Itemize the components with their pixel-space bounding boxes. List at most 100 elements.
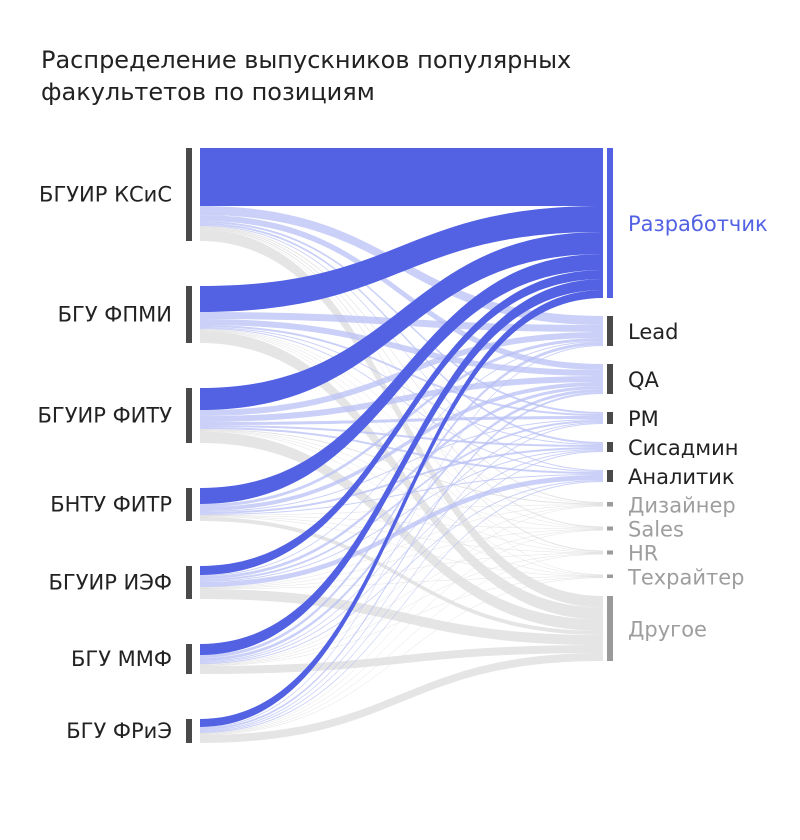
flow-0-to-2 (200, 215, 603, 370)
flow-4-to-10 (200, 589, 603, 645)
flow-4-to-2 (200, 386, 603, 579)
flow-3-to-8 (200, 516, 603, 553)
source-node-5 (186, 644, 192, 674)
target-node-3 (607, 412, 613, 424)
source-label-6: БГУ ФРиЭ (66, 719, 172, 743)
flow-3-to-0 (200, 254, 603, 504)
target-node-8 (607, 550, 613, 555)
source-node-3 (186, 488, 192, 521)
source-label-2: БГУИР ФИТУ (38, 404, 173, 428)
flow-6-to-6 (200, 506, 603, 734)
flow-4-to-7 (200, 529, 603, 588)
target-label-6: Дизайнер (628, 493, 736, 517)
target-label-0: Разработчик (628, 212, 768, 236)
flow-1-to-3 (200, 325, 603, 416)
flow-6-to-9 (200, 577, 603, 735)
target-label-1: Lead (628, 320, 678, 344)
flow-1-to-9 (200, 330, 603, 576)
flow-6-to-8 (200, 554, 603, 735)
flow-3-to-4 (200, 447, 603, 514)
target-label-2: QA (628, 368, 660, 392)
flow-5-to-10 (200, 645, 603, 674)
flow-4-to-0 (200, 270, 603, 575)
flow-6-to-10 (200, 653, 603, 743)
flow-2-to-4 (200, 425, 603, 447)
flow-links (200, 148, 603, 743)
target-label-10: Другое (628, 618, 707, 642)
flow-0-to-4 (200, 223, 603, 444)
source-label-0: БГУИР КСиС (39, 183, 172, 207)
target-label-9: Техрайтер (627, 565, 745, 589)
flow-1-to-8 (200, 330, 603, 552)
source-label-1: БГУ ФПМИ (58, 303, 172, 327)
target-node-7 (607, 526, 613, 531)
flow-5-to-7 (200, 529, 603, 665)
target-label-3: PM (628, 407, 659, 431)
target-node-2 (607, 364, 613, 394)
source-node-2 (186, 388, 192, 443)
flow-5-to-3 (200, 422, 603, 662)
flow-5-to-1 (200, 342, 603, 658)
flow-2-to-0 (200, 232, 603, 410)
target-node-4 (607, 442, 613, 452)
flow-6-to-4 (200, 451, 603, 732)
flow-4-to-4 (200, 449, 603, 582)
source-node-1 (186, 286, 192, 343)
source-node-0 (186, 148, 192, 241)
target-label-5: Аналитик (628, 465, 735, 489)
source-label-4: БГУИР ИЭФ (48, 571, 172, 595)
flow-1-to-0 (200, 206, 603, 312)
flow-6-to-0 (200, 290, 603, 727)
flow-6-to-5 (200, 481, 603, 733)
flow-4-to-8 (200, 553, 603, 589)
source-node-4 (186, 566, 192, 599)
flow-2-to-9 (200, 431, 603, 576)
target-node-1 (607, 316, 613, 346)
target-node-6 (607, 502, 613, 507)
flow-5-to-6 (200, 505, 603, 665)
flow-6-to-2 (200, 392, 603, 730)
target-nodes: Разработчик Lead QA PM Сисадмин Аналитик Дизай… (607, 148, 768, 661)
flow-2-to-5 (200, 427, 603, 474)
flow-6-to-7 (200, 530, 603, 734)
flow-3-to-10 (200, 517, 603, 635)
flow-3-to-5 (200, 474, 603, 515)
flow-4-to-1 (200, 341, 603, 576)
flow-5-to-5 (200, 480, 603, 664)
source-label-5: БГУ ММФ (71, 647, 172, 671)
flow-5-to-8 (200, 553, 603, 666)
flow-2-to-7 (200, 430, 603, 529)
flow-3-to-7 (200, 515, 603, 529)
flow-5-to-4 (200, 450, 603, 663)
target-label-7: Sales (628, 518, 684, 542)
target-node-10 (607, 596, 613, 661)
flow-4-to-9 (200, 576, 603, 589)
flow-5-to-2 (200, 389, 603, 661)
flow-4-to-5 (200, 475, 603, 587)
flow-6-to-1 (200, 345, 603, 728)
target-node-0 (607, 148, 613, 298)
flow-1-to-2 (200, 319, 603, 376)
flow-2-to-8 (200, 430, 603, 553)
flow-0-to-8 (200, 228, 603, 552)
chart-title: Распределение выпускников популярных фак… (41, 46, 572, 106)
flow-0-to-6 (200, 226, 603, 503)
target-label-4: Сисадмин (628, 436, 738, 460)
flow-4-to-6 (200, 505, 603, 588)
flow-5-to-9 (200, 577, 603, 666)
flow-0-to-0 (200, 148, 603, 206)
flow-1-to-10 (200, 331, 603, 620)
flow-2-to-2 (200, 376, 603, 422)
source-nodes: БГУИР КСиС БГУ ФПМИ БГУИР ФИТУ БНТУ ФИТР БГУ… (38, 148, 192, 743)
source-node-6 (186, 719, 192, 743)
target-node-9 (607, 574, 613, 578)
flow-1-to-6 (200, 329, 603, 504)
flow-5-to-0 (200, 279, 603, 655)
target-label-8: HR (628, 542, 658, 566)
flow-3-to-2 (200, 382, 603, 511)
target-node-5 (607, 470, 613, 482)
flow-6-to-3 (200, 423, 603, 731)
flow-1-to-7 (200, 329, 603, 528)
